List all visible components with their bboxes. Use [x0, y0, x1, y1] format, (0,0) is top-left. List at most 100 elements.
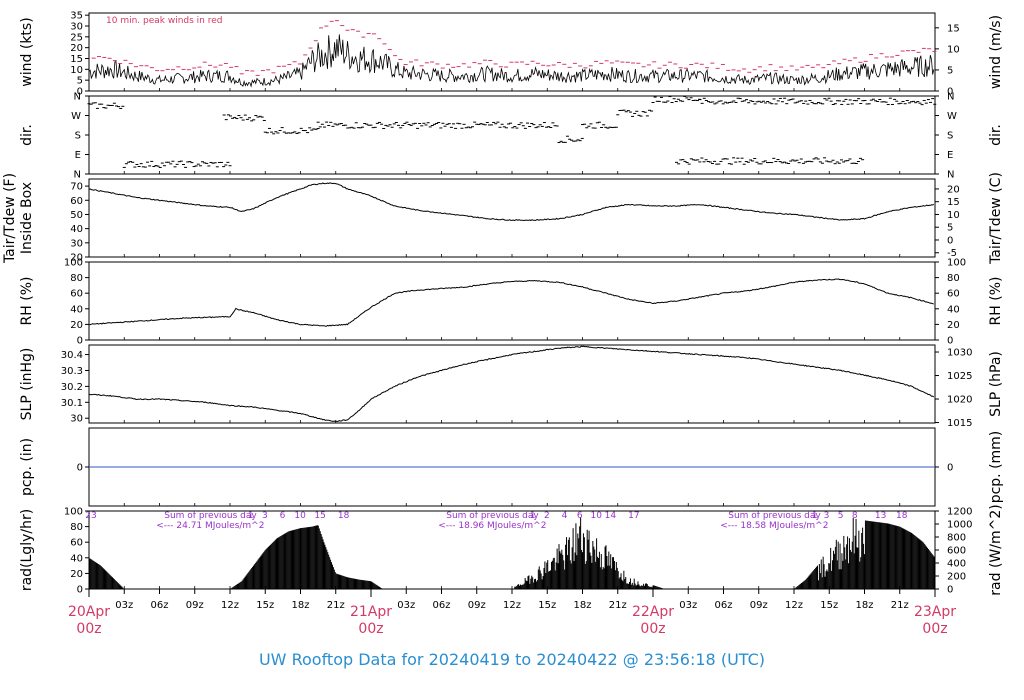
- solar-hour-label: 6: [280, 511, 286, 521]
- panel-dir: dir. dir.N NE ES SW WN N: [19, 92, 1004, 181]
- time-tick-label: 21z: [609, 600, 627, 611]
- right-tick-label: 0: [947, 585, 953, 596]
- right-tick-label: 10: [947, 210, 960, 221]
- right-tick-label: 100: [947, 258, 966, 269]
- left-tick-label: N: [74, 92, 81, 103]
- right-tick-label: 600: [947, 546, 966, 557]
- time-tick-label: 03z: [679, 600, 697, 611]
- right-tick-label: 1020: [947, 395, 972, 406]
- left-tick-label: 20: [70, 320, 83, 331]
- time-tick-label: 06z: [151, 600, 169, 611]
- right-tick-label: -5: [947, 248, 957, 259]
- ylabel-left: dir.: [19, 124, 35, 146]
- time-tick-label: 15z: [820, 600, 838, 611]
- date-label: 20Apr: [68, 604, 110, 620]
- time-tick-label: 21z: [891, 600, 909, 611]
- right-tick-label: N: [947, 92, 954, 103]
- ylabel-left: SLP (inHg): [19, 348, 35, 421]
- right-tick-label: 1200: [947, 507, 972, 518]
- left-tick-label: 30.3: [61, 366, 83, 377]
- right-tick-label: 1030: [947, 348, 972, 359]
- right-tick-label: 5: [947, 65, 953, 76]
- solar-hour-label: 3: [262, 511, 268, 521]
- time-tick-label: 18z: [292, 600, 310, 611]
- ylabel-left: pcp. (in): [19, 438, 35, 496]
- left-tick-label: 30: [70, 238, 83, 249]
- daily-sum-label: Sum of previous day: [446, 511, 539, 521]
- time-tick-label: 12z: [785, 600, 803, 611]
- left-tick-label: W: [71, 111, 81, 122]
- wind-series-line: [88, 34, 935, 88]
- left-tick-label: 20: [70, 569, 83, 580]
- daily-sum-label: Sum of previous day: [164, 511, 257, 521]
- solar-hour-label: 5: [838, 511, 844, 521]
- time-tick-label: 03z: [397, 600, 415, 611]
- right-tick-label: 15: [947, 23, 960, 34]
- date-time-label: 00z: [76, 621, 101, 637]
- right-tick-label: E: [947, 150, 953, 161]
- right-tick-label: 40: [947, 304, 960, 315]
- ylabel-right: rad (W/m^2): [988, 504, 1004, 595]
- solar-hour-label: 3: [824, 511, 830, 521]
- right-tick-label: 15: [947, 197, 960, 208]
- left-tick-label: 30: [70, 414, 83, 425]
- ylabel-right: wind (m/s): [988, 15, 1004, 89]
- left-tick-label: 30: [70, 22, 83, 33]
- solar-hour-label: 10: [591, 511, 603, 521]
- daily-sum-value: <--- 18.96 MJoules/m^2: [438, 521, 546, 531]
- solar-hour-label: 14: [605, 511, 617, 521]
- right-tick-label: 0: [947, 463, 953, 474]
- panel-frame: [88, 178, 936, 258]
- right-tick-label: 800: [947, 533, 966, 544]
- left-tick-label: 100: [64, 258, 83, 269]
- solar-hour-label: 10: [294, 511, 306, 521]
- left-tick-label: S: [75, 131, 81, 142]
- ylabel-right: Tair/Tdew (C): [988, 172, 1004, 265]
- left-tick-label: 80: [70, 273, 83, 284]
- left-tick-label: 0: [77, 87, 83, 98]
- left-tick-label: 50: [70, 210, 83, 221]
- ylabel-right: SLP (hPa): [988, 351, 1004, 417]
- solar-hour-label: 13: [875, 511, 886, 521]
- time-tick-label: 18z: [574, 600, 592, 611]
- left-tick-label: 40: [70, 553, 83, 564]
- left-tick-label: 40: [70, 304, 83, 315]
- panel-wind: wind (kts) wind (m/s)05101520253035051015…: [19, 11, 1004, 98]
- left-tick-label: N: [74, 170, 81, 181]
- ylabel-left: rad(Lgly/hr): [19, 509, 35, 591]
- solar-hour-label: 23: [85, 511, 96, 521]
- right-tick-label: 60: [947, 289, 960, 300]
- ylabel-right: RH (%): [988, 277, 1004, 326]
- date-time-label: 00z: [640, 621, 665, 637]
- solar-hour-label: 17: [628, 511, 639, 521]
- right-tick-label: 0: [947, 87, 953, 98]
- time-tick-label: 06z: [715, 600, 733, 611]
- left-tick-label: 25: [70, 32, 83, 43]
- right-tick-label: 0: [947, 235, 953, 246]
- panel-slp: SLP (inHg) SLP (hPa) 30 30.1 30.2 30.3 30.4 101…: [19, 344, 1004, 429]
- ylabel-left-2: Inside Box: [19, 182, 35, 254]
- chart-panels: wind (kts) wind (m/s)05101520253035051015…: [2, 11, 1004, 596]
- date-time-label: 00z: [922, 621, 947, 637]
- solar-hour-label: 8: [852, 511, 858, 521]
- left-tick-label: 20: [70, 253, 83, 264]
- solar-hour-label: 1: [248, 511, 254, 521]
- panel-temp: Tair/Tdew (F) Inside Box Tair/Tdew (C) 20 30…: [2, 172, 1004, 265]
- time-tick-label: 09z: [186, 600, 204, 611]
- date-label: 23Apr: [914, 604, 956, 620]
- panel-frame: [88, 344, 936, 424]
- time-tick-label: 12z: [221, 600, 239, 611]
- solar-hour-label: 1: [530, 511, 536, 521]
- time-tick-label: 21z: [327, 600, 345, 611]
- right-tick-label: 1015: [947, 418, 972, 429]
- solar-hour-label: 2: [544, 511, 550, 521]
- left-tick-label: 0: [77, 463, 83, 474]
- temp-series-line: [88, 182, 935, 222]
- left-tick-label: 100: [64, 507, 83, 518]
- date-time-label: 00z: [358, 621, 383, 637]
- left-tick-label: 0: [77, 585, 83, 596]
- date-label: 21Apr: [350, 604, 392, 620]
- left-tick-label: 30.2: [61, 382, 83, 393]
- right-tick-label: 5: [947, 223, 953, 234]
- left-tick-label: 0: [77, 336, 83, 347]
